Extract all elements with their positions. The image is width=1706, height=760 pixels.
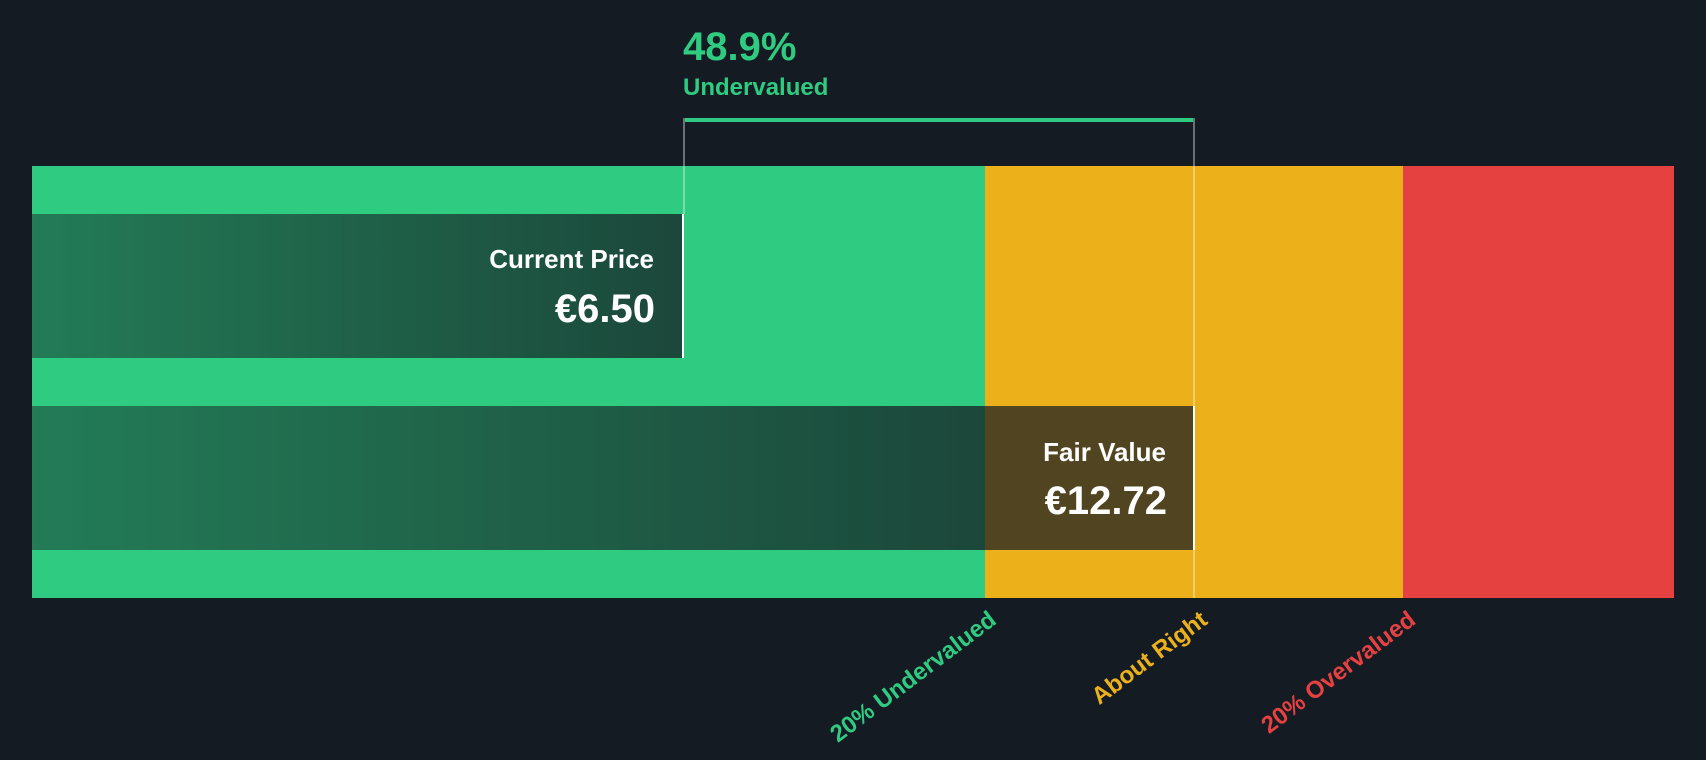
axis-label-overvalued: 20% Overvalued <box>1255 606 1421 740</box>
bracket-line <box>683 118 1195 122</box>
current-price-bar <box>32 214 683 358</box>
fair-value-bar-yellow <box>985 406 1193 550</box>
discount-percent: 48.9% <box>683 25 797 69</box>
discount-label: Undervalued <box>683 74 829 101</box>
axis-label-about-right: About Right <box>1086 606 1213 711</box>
current-price-value: €6.50 <box>554 287 655 331</box>
zone-overvalued <box>1403 166 1674 598</box>
fair-value-bar-green <box>32 406 985 550</box>
fair-value-guide <box>1193 166 1195 598</box>
bracket-left-tick <box>683 118 685 166</box>
current-price-marker <box>682 214 684 358</box>
bracket-right-tick <box>1193 118 1195 166</box>
current-price-guide <box>683 166 685 214</box>
axis-label-undervalued: 20% Undervalued <box>825 606 1002 748</box>
fair-value-title: Fair Value <box>1043 437 1166 467</box>
fair-value-value: €12.72 <box>1044 479 1167 523</box>
current-price-title: Current Price <box>489 244 654 274</box>
fair-value-marker <box>1193 406 1195 550</box>
